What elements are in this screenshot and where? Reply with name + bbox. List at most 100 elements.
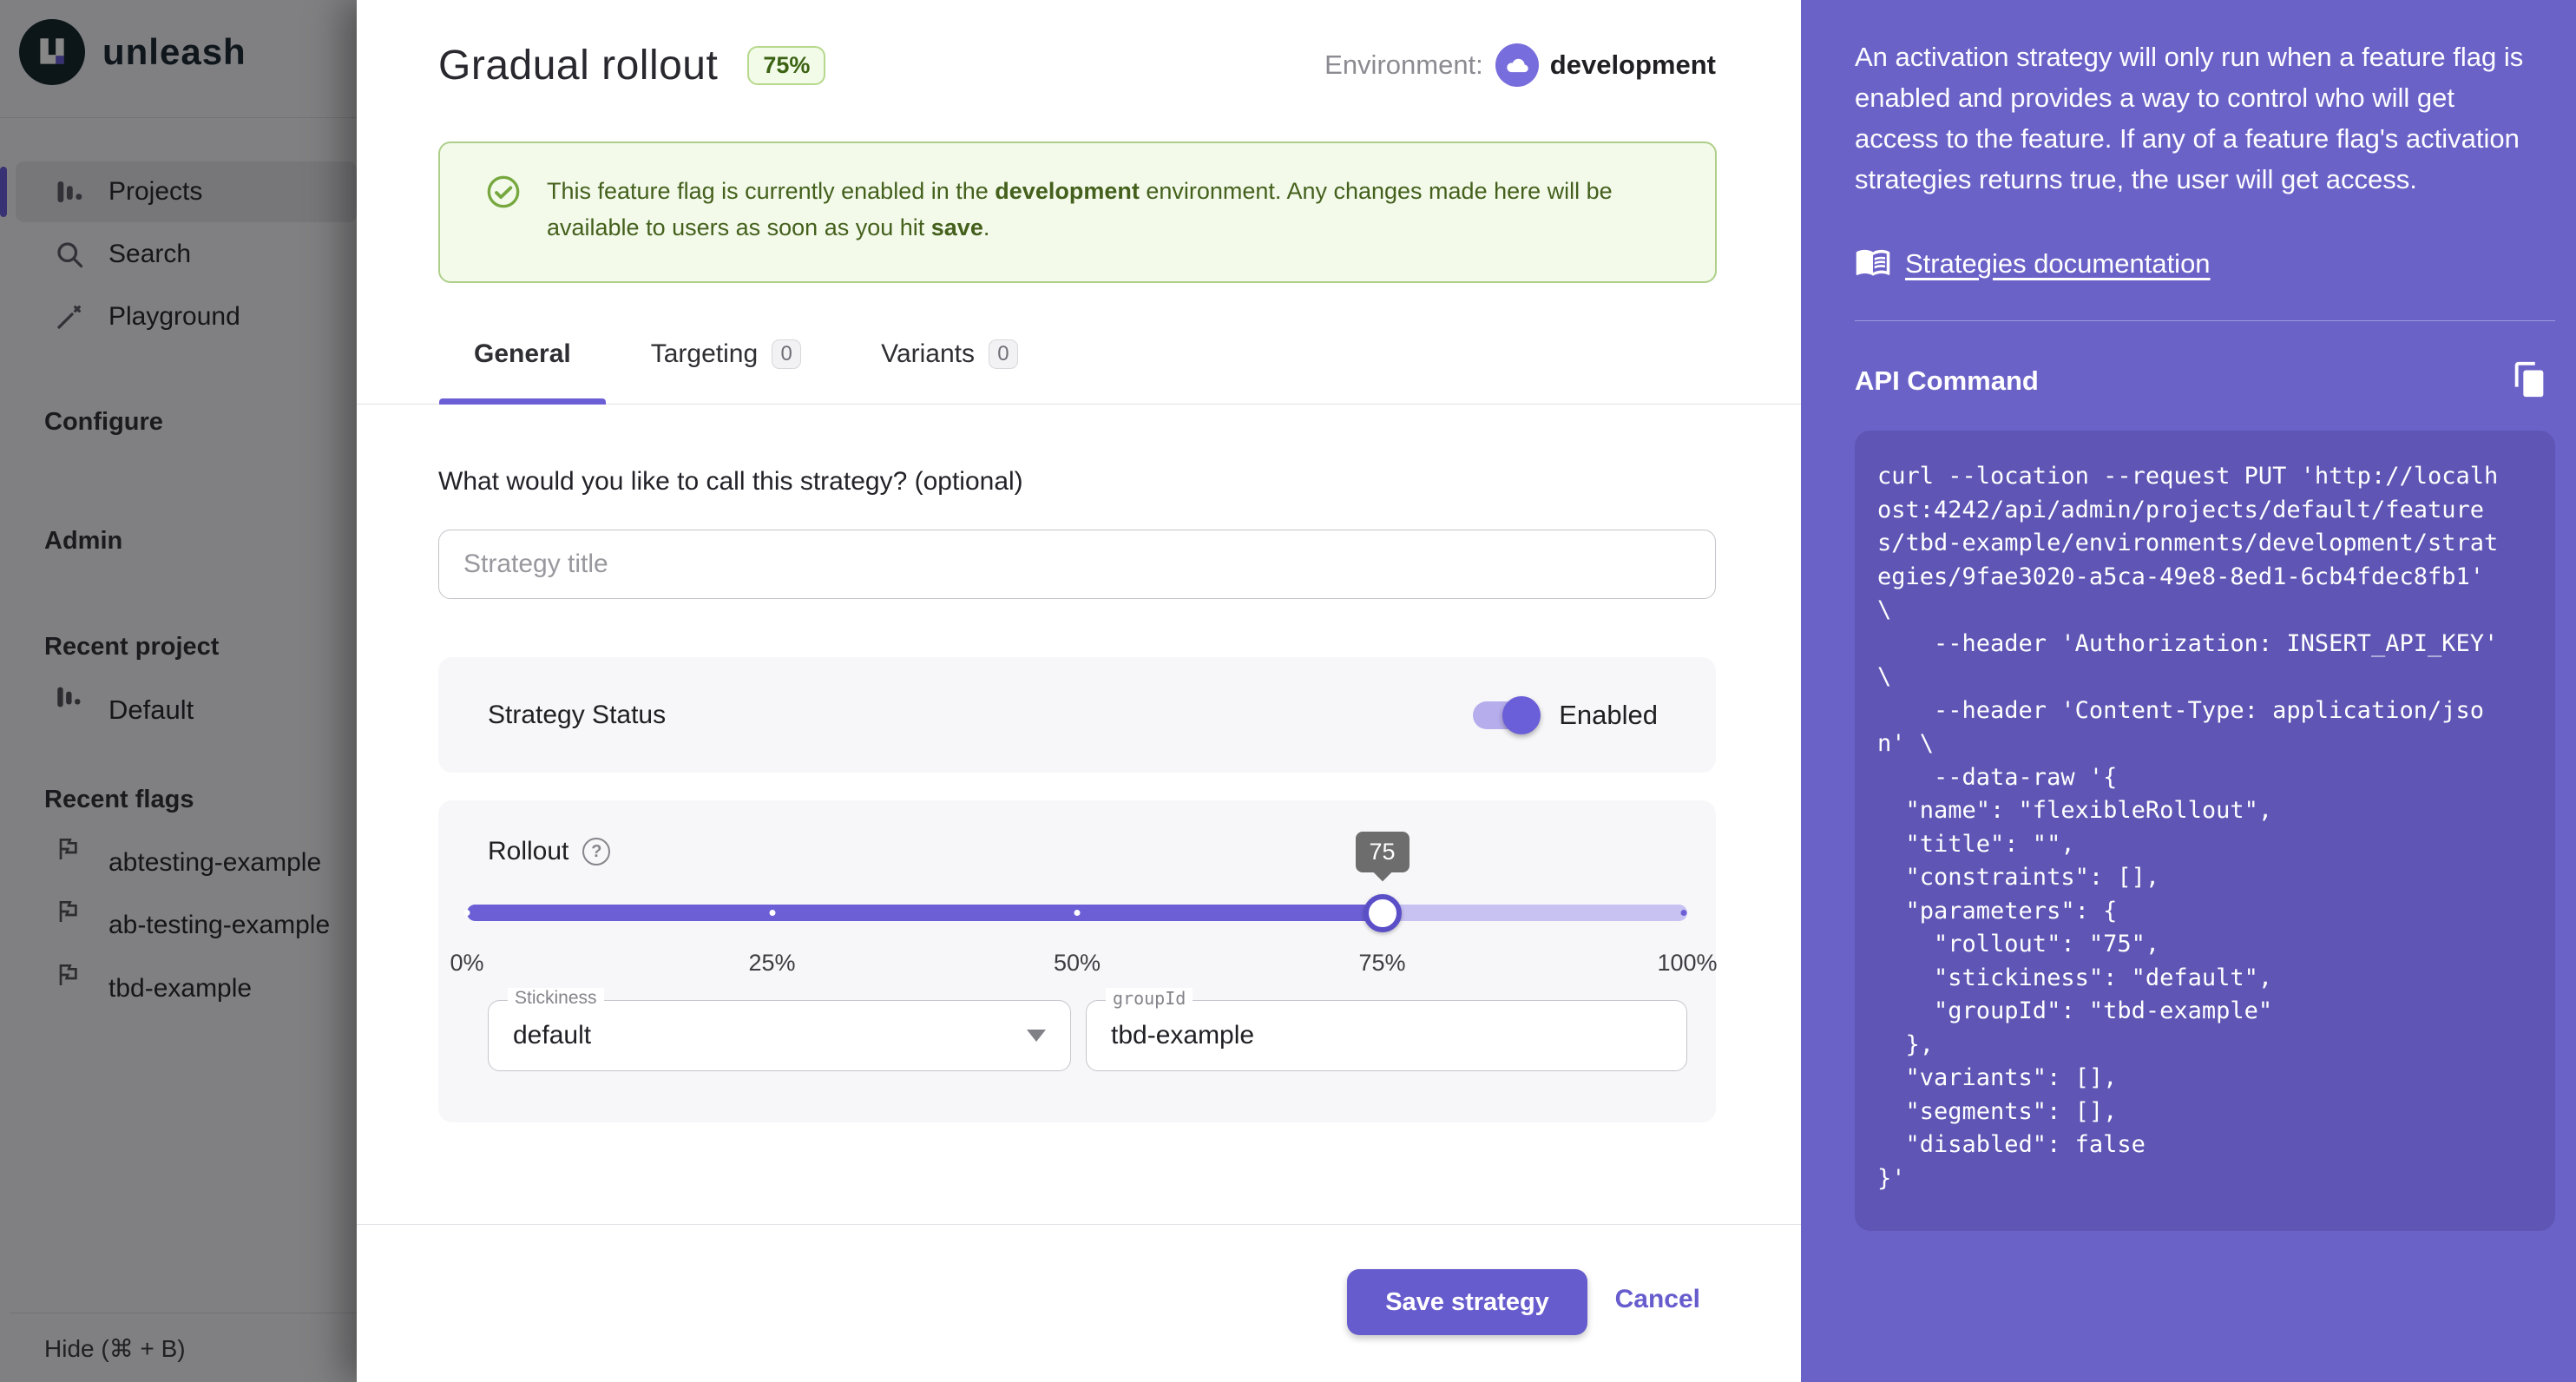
slider-thumb[interactable] (1363, 893, 1402, 932)
groupid-input[interactable] (1087, 1001, 1686, 1070)
chevron-down-icon (1027, 1030, 1046, 1042)
tab-general[interactable]: General (439, 304, 606, 405)
alert-save-bold: save (930, 214, 983, 240)
cloud-icon (1495, 43, 1539, 87)
slider-fill (467, 905, 1383, 921)
search-icon (54, 239, 85, 270)
strategy-status-card: Strategy Status Enabled (438, 657, 1716, 773)
tab-variants[interactable]: Variants 0 (846, 304, 1053, 404)
logo-text: unleash (102, 31, 246, 72)
alert-part: . (982, 214, 990, 240)
strategy-title-input[interactable] (438, 530, 1716, 599)
environment-label: Environment: (1324, 49, 1483, 80)
rollout-label: Rollout (488, 837, 569, 865)
strategy-drawer: Gradual rollout 75% Environment: develop… (357, 0, 2576, 1382)
docs-link-text: Strategies documentation (1905, 247, 2211, 279)
sidebar: unleash Projects Search Playground Confi… (0, 0, 357, 1382)
slider-mark-label: 75% (1358, 950, 1406, 976)
unleash-logo-icon (19, 19, 85, 85)
check-circle-icon (486, 174, 521, 209)
api-command-code-block: curl --location --request PUT 'http://lo… (1855, 431, 2555, 1231)
flag-icon (54, 835, 83, 865)
project-icon (54, 682, 83, 712)
active-indicator (0, 167, 7, 217)
help-panel: An activation strategy will only run whe… (1801, 0, 2576, 1382)
sidebar-item-projects[interactable]: Projects (0, 161, 357, 222)
tab-targeting[interactable]: Targeting 0 (616, 304, 836, 404)
tab-label: Targeting (650, 339, 759, 368)
sidebar-item-flag[interactable]: tbd-example (0, 961, 357, 1017)
slider-mark-dot (463, 910, 470, 916)
recent-project-header: Recent project (44, 633, 220, 661)
tab-label: General (474, 339, 571, 368)
help-divider (1855, 320, 2555, 321)
api-command-title: API Command (1855, 365, 2039, 396)
copy-icon[interactable] (2508, 358, 2552, 405)
status-value: Enabled (1559, 699, 1658, 730)
rollout-label-row: Rollout ? (488, 837, 611, 866)
sidebar-item-default-project[interactable]: Default (0, 682, 357, 738)
sidebar-section-admin[interactable]: Admin (44, 527, 123, 555)
rollout-percent-badge: 75% (747, 45, 826, 85)
slider-mark-label: 0% (450, 950, 484, 976)
success-alert: This feature flag is currently enabled i… (438, 141, 1717, 283)
toggle-knob (1502, 695, 1541, 734)
footer-divider (357, 1224, 1801, 1225)
drawer-header: Gradual rollout 75% Environment: develop… (438, 33, 1716, 97)
stickiness-value: default (513, 1021, 592, 1050)
recent-flags-header: Recent flags (44, 786, 194, 813)
flag-label: tbd-example (108, 974, 253, 1003)
page-title: Gradual rollout (438, 42, 719, 89)
sidebar-item-label: Search (108, 240, 192, 268)
modal-backdrop[interactable] (0, 0, 357, 1382)
status-toggle[interactable] (1473, 695, 1541, 734)
sidebar-section-configure[interactable]: Configure (44, 408, 163, 436)
slider-value-tooltip: 75 (1355, 832, 1410, 872)
alert-part: environment. Any changes made here will … (547, 178, 1613, 240)
curl-command: curl --location --request PUT 'http://lo… (1877, 463, 2499, 1192)
book-icon (1855, 243, 1891, 284)
slider-mark-dot (1680, 910, 1687, 916)
alert-text: This feature flag is currently enabled i… (547, 173, 1680, 281)
groupid-field: groupId (1086, 988, 1687, 1071)
recent-project-label: Default (108, 694, 194, 725)
help-icon[interactable]: ? (582, 838, 611, 865)
slider-mark-label: 50% (1053, 950, 1101, 976)
sidebar-item-label: Playground (108, 302, 240, 331)
environment-group: Environment: development (1324, 43, 1716, 87)
slider-mark-labels: 0% 25% 50% 75% 100% (450, 950, 1717, 981)
tab-count-badge: 0 (988, 339, 1018, 369)
strategy-status-label: Strategy Status (488, 700, 667, 729)
strategy-title-question: What would you like to call this strateg… (438, 467, 1023, 496)
active-tab-underline (439, 398, 606, 405)
alert-part: This feature flag is currently enabled i… (547, 178, 996, 204)
slider-mark-label: 25% (748, 950, 796, 976)
sidebar-item-playground[interactable]: Playground (0, 286, 357, 347)
stickiness-select[interactable]: Stickiness default (488, 988, 1071, 1071)
tab-label: Variants (881, 339, 975, 368)
projects-icon (54, 176, 85, 207)
slider-mark-label: 100% (1657, 950, 1718, 976)
strategies-documentation-link[interactable]: Strategies documentation (1855, 243, 2211, 284)
sidebar-item-flag[interactable]: ab-testing-example (0, 898, 357, 953)
environment-value: development (1549, 49, 1716, 80)
strategy-form-panel: Gradual rollout 75% Environment: develop… (357, 0, 1801, 1382)
strategy-status-control: Enabled (1473, 695, 1658, 734)
sidebar-divider (0, 117, 357, 118)
rollout-card: Rollout ? 75 0% 25% 50% 75% (438, 800, 1718, 1122)
hide-sidebar-button[interactable]: Hide (⌘ + B) (44, 1335, 186, 1362)
flag-label: ab-testing-example (108, 911, 331, 939)
flag-label: abtesting-example (108, 848, 322, 877)
slider-mark-dot (769, 910, 775, 916)
strategy-tabs: General Targeting 0 Variants 0 (357, 304, 1801, 405)
unleash-logo[interactable]: unleash (19, 19, 246, 85)
save-strategy-button[interactable]: Save strategy (1347, 1269, 1587, 1335)
sidebar-item-search[interactable]: Search (0, 224, 357, 285)
tab-count-badge: 0 (772, 339, 802, 369)
rollout-slider[interactable]: 75 (463, 832, 1687, 932)
strategy-description: An activation strategy will only run whe… (1855, 42, 2524, 194)
sidebar-item-flag[interactable]: abtesting-example (0, 835, 357, 891)
cancel-button[interactable]: Cancel (1614, 1285, 1700, 1313)
wand-icon (54, 301, 85, 332)
